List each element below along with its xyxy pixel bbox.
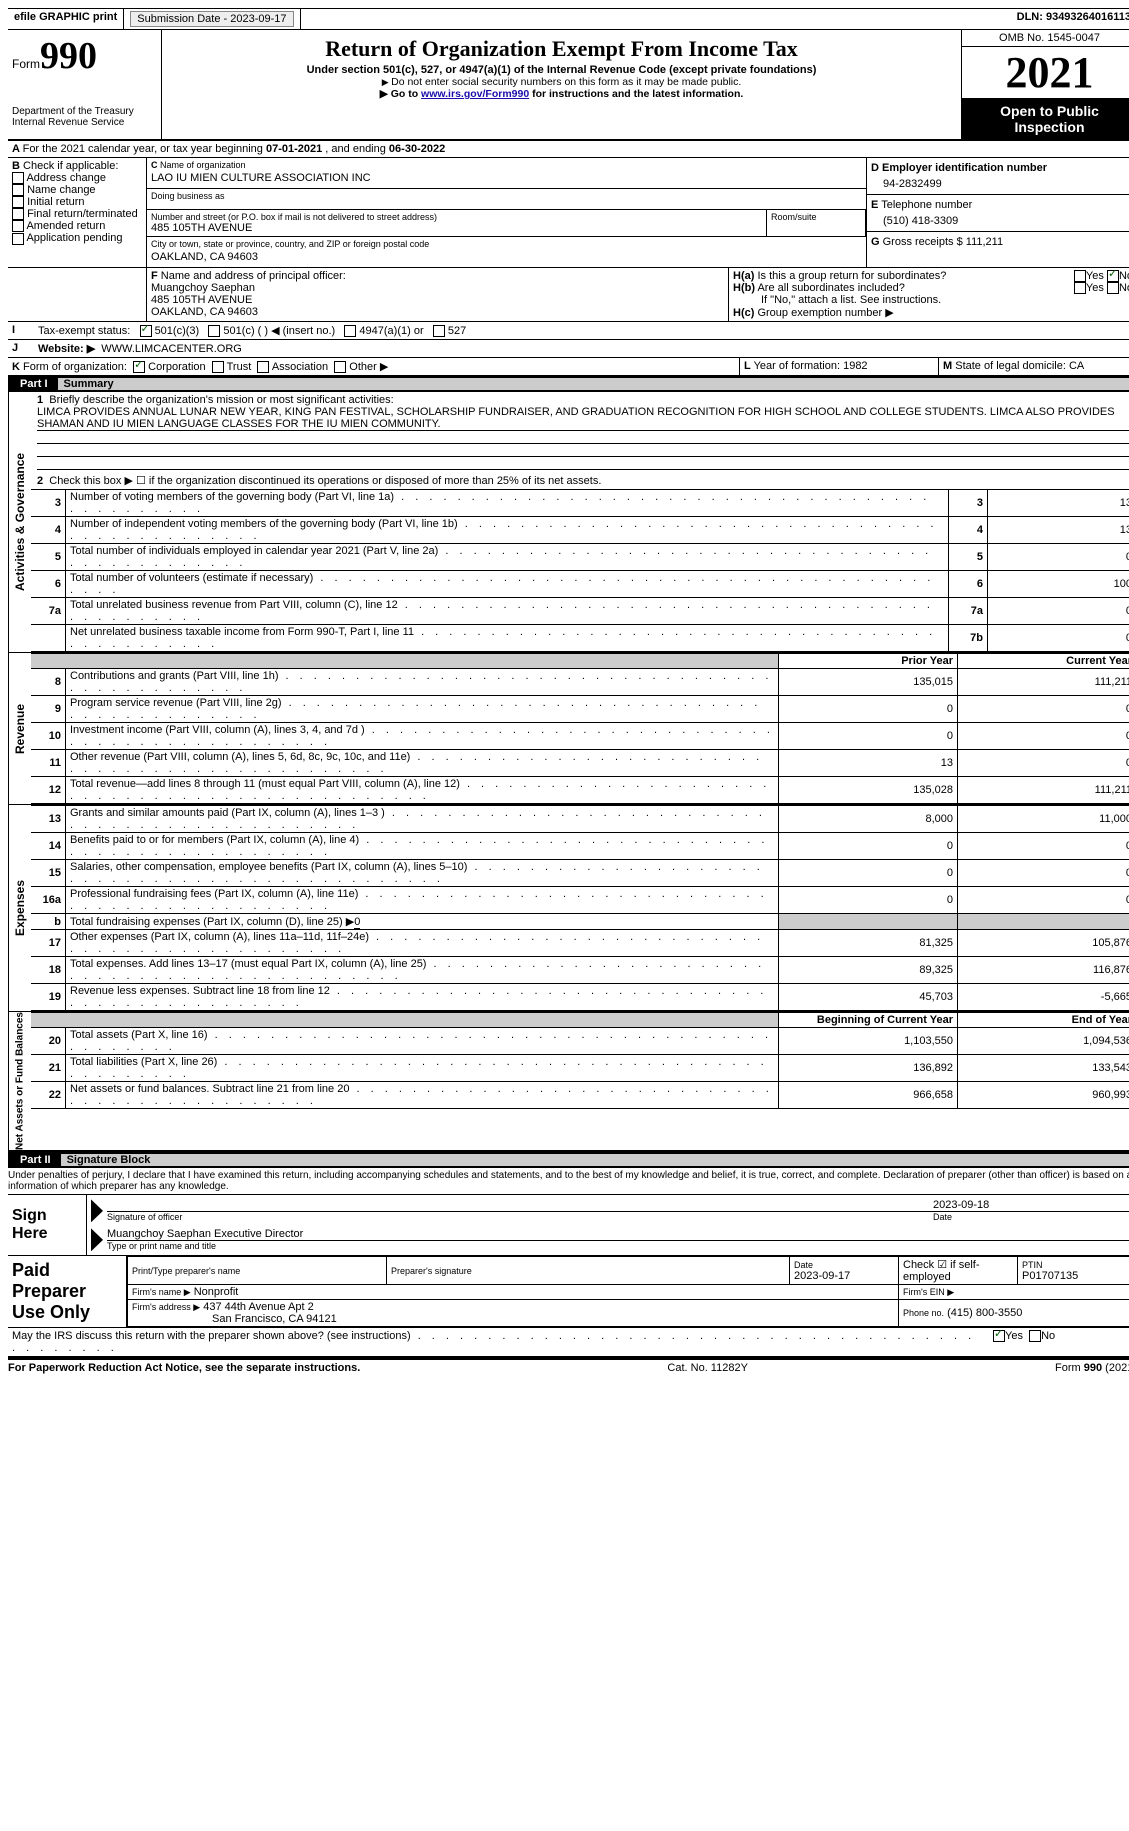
table-row: 21 Total liabilities (Part X, line 26) 1… bbox=[31, 1055, 1129, 1082]
paid-preparer-label: Paid Preparer Use Only bbox=[8, 1256, 127, 1327]
open-to-public: Open to Public Inspection bbox=[962, 99, 1129, 139]
officer-name: Muangchoy Saephan Executive Director bbox=[107, 1228, 1129, 1241]
table-row: 4 Number of independent voting members o… bbox=[31, 517, 1129, 544]
table-row: 18 Total expenses. Add lines 13–17 (must… bbox=[31, 957, 1129, 984]
tax-year: 2021 bbox=[962, 47, 1129, 99]
table-row: 7a Total unrelated business revenue from… bbox=[31, 598, 1129, 625]
dln-cell: DLN: 93493264016113 bbox=[1011, 9, 1129, 29]
street-address: 485 105TH AVENUE bbox=[151, 222, 762, 234]
section-k: K Form of organization: Corporation Trus… bbox=[8, 358, 739, 375]
section-f: F Name and address of principal officer:… bbox=[147, 268, 729, 321]
section-h: H(a) Is this a group return for subordin… bbox=[729, 268, 1129, 321]
page-footer: For Paperwork Reduction Act Notice, see … bbox=[8, 1358, 1129, 1374]
table-row: 6 Total number of volunteers (estimate i… bbox=[31, 571, 1129, 598]
part2-header: Part II Signature Block bbox=[8, 1152, 1129, 1168]
table-row: 9 Program service revenue (Part VIII, li… bbox=[31, 696, 1129, 723]
omb-number: OMB No. 1545-0047 bbox=[962, 30, 1129, 47]
table-row: 17 Other expenses (Part IX, column (A), … bbox=[31, 930, 1129, 957]
form-number: Form990 bbox=[12, 34, 157, 78]
sign-arrow-icon bbox=[91, 1228, 103, 1251]
section-l: L Year of formation: 1982 bbox=[739, 358, 939, 375]
line-a: A For the 2021 calendar year, or tax yea… bbox=[8, 141, 1129, 158]
table-row: Net unrelated business taxable income fr… bbox=[31, 625, 1129, 652]
table-row: 13 Grants and similar amounts paid (Part… bbox=[31, 806, 1129, 833]
submission-button[interactable]: Submission Date - 2023-09-17 bbox=[130, 11, 293, 27]
table-row: 20 Total assets (Part X, line 16) 1,103,… bbox=[31, 1028, 1129, 1055]
efile-label: efile GRAPHIC print bbox=[8, 9, 124, 29]
section-j: J Website: ▶ WWW.LIMCACENTER.ORG bbox=[8, 340, 1129, 358]
form-header: Form990 Department of the Treasury Inter… bbox=[8, 30, 1129, 141]
section-g: G Gross receipts $ 111,211 bbox=[867, 232, 1129, 252]
sign-arrow-icon bbox=[91, 1199, 103, 1222]
side-governance: Activities & Governance bbox=[8, 392, 31, 652]
section-m: M State of legal domicile: CA bbox=[939, 358, 1129, 375]
section-e: E Telephone number (510) 418-3309 bbox=[867, 195, 1129, 231]
table-row: 16a Professional fundraising fees (Part … bbox=[31, 887, 1129, 914]
section-i: I Tax-exempt status: 501(c)(3) 501(c) ( … bbox=[8, 322, 1129, 340]
table-row: 14 Benefits paid to or for members (Part… bbox=[31, 833, 1129, 860]
table-row: 5 Total number of individuals employed i… bbox=[31, 544, 1129, 571]
perjury-text: Under penalties of perjury, I declare th… bbox=[8, 1168, 1129, 1194]
table-row: 10 Investment income (Part VIII, column … bbox=[31, 723, 1129, 750]
mission-text: LIMCA PROVIDES ANNUAL LUNAR NEW YEAR, KI… bbox=[37, 406, 1129, 431]
part1-header: Part I Summary bbox=[8, 376, 1129, 392]
note-link: ▶ Go to www.irs.gov/Form990 for instruct… bbox=[170, 88, 953, 100]
section-d: D Employer identification number 94-2832… bbox=[867, 158, 1129, 194]
discuss-question: May the IRS discuss this return with the… bbox=[8, 1328, 989, 1356]
table-row: 12 Total revenue—add lines 8 through 11 … bbox=[31, 777, 1129, 804]
table-row: 15 Salaries, other compensation, employe… bbox=[31, 860, 1129, 887]
table-row: 3 Number of voting members of the govern… bbox=[31, 490, 1129, 517]
top-bar: efile GRAPHIC print Submission Date - 20… bbox=[8, 8, 1129, 30]
form-title: Return of Organization Exempt From Incom… bbox=[170, 36, 953, 62]
side-expenses: Expenses bbox=[8, 805, 31, 1011]
table-row: 8 Contributions and grants (Part VIII, l… bbox=[31, 669, 1129, 696]
table-row: 19 Revenue less expenses. Subtract line … bbox=[31, 984, 1129, 1011]
sign-here-label: Sign Here bbox=[8, 1195, 87, 1255]
side-netassets: Net Assets or Fund Balances bbox=[8, 1012, 31, 1150]
note-ssn: Do not enter social security numbers on … bbox=[170, 76, 953, 88]
table-row: 22 Net assets or fund balances. Subtract… bbox=[31, 1082, 1129, 1109]
side-revenue: Revenue bbox=[8, 653, 31, 804]
section-b: B Check if applicable: Address change Na… bbox=[8, 158, 147, 267]
irs-link[interactable]: www.irs.gov/Form990 bbox=[421, 88, 529, 100]
form-subtitle: Under section 501(c), 527, or 4947(a)(1)… bbox=[170, 64, 953, 76]
dept-label: Department of the Treasury Internal Reve… bbox=[12, 106, 157, 128]
city-state-zip: OAKLAND, CA 94603 bbox=[147, 251, 866, 267]
submission-cell: Submission Date - 2023-09-17 bbox=[124, 9, 300, 29]
org-name: LAO IU MIEN CULTURE ASSOCIATION INC bbox=[147, 172, 866, 188]
table-row: 11 Other revenue (Part VIII, column (A),… bbox=[31, 750, 1129, 777]
